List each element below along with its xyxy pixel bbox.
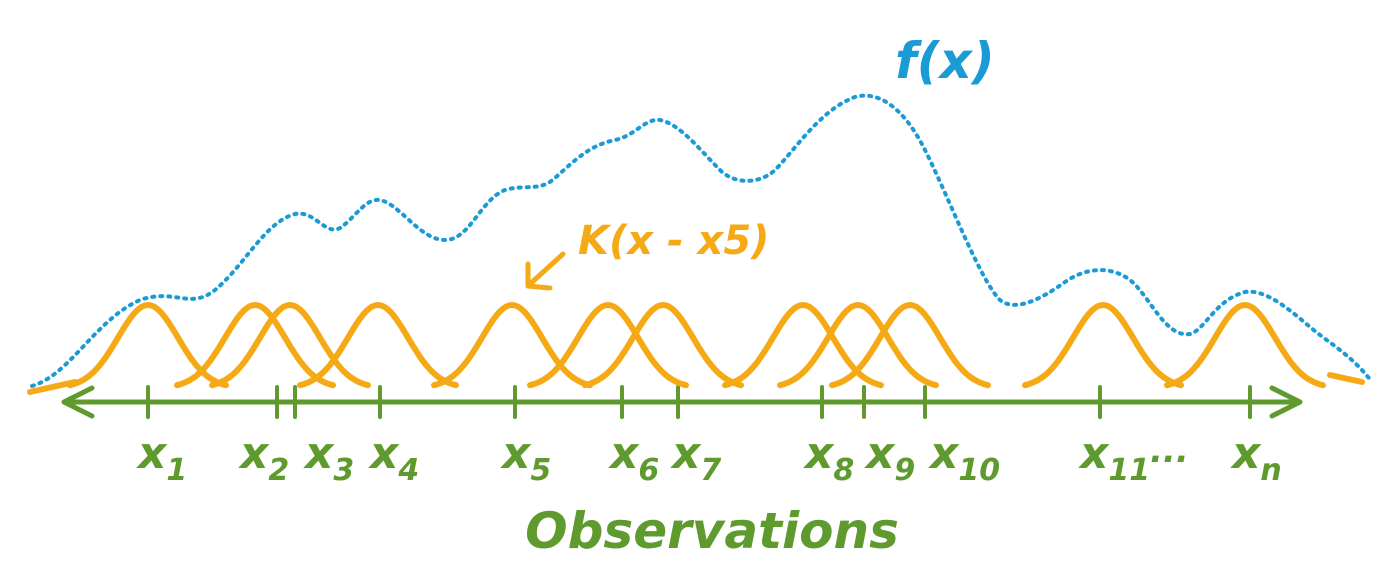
observation-base: x <box>500 428 532 479</box>
observation-subscript: 9 <box>894 453 915 488</box>
observation-label-12: xn <box>1230 428 1282 488</box>
observation-subscript: 4 <box>397 453 419 488</box>
kernel-curves <box>27 301 1365 395</box>
observation-label-3: x3 <box>303 428 354 488</box>
observation-subscript: 1 <box>166 453 187 488</box>
observation-base: x <box>1230 428 1262 479</box>
observation-subscript: 3 <box>333 453 354 488</box>
observation-axis <box>61 385 1303 419</box>
observation-label-5: x5 <box>500 428 551 488</box>
axis-arrow-right <box>1269 385 1303 419</box>
observation-label-4: x4 <box>368 428 419 488</box>
kernel-curve-10 <box>829 301 991 389</box>
observation-subscript: 2 <box>268 453 289 488</box>
axis-label: Observations <box>525 502 899 560</box>
kernel-curve-6 <box>527 301 689 389</box>
observation-ticks <box>146 385 1252 419</box>
kernel-tail-1 <box>27 379 78 395</box>
observation-base: x <box>670 428 702 479</box>
observation-label-7: x7 <box>670 428 721 488</box>
observation-labels: x1 x2 x3 x4 x5 x6 x7 x8 x9 x10 x11 xn <box>136 428 1282 488</box>
observation-subscript: 7 <box>700 453 721 488</box>
observation-subscript: 8 <box>833 453 854 488</box>
observation-base: x <box>238 428 270 479</box>
kernel-curve-9 <box>777 301 939 389</box>
observation-subscript: 11 <box>1108 453 1150 488</box>
observation-label-2: x2 <box>238 428 289 488</box>
observation-label-6: x6 <box>608 428 659 488</box>
observation-base: x <box>864 428 896 479</box>
observation-subscript: 10 <box>958 453 1000 488</box>
observation-base: x <box>928 428 960 479</box>
kernel-arrow <box>525 251 566 291</box>
ellipsis: ... <box>1150 431 1189 471</box>
observation-subscript: 6 <box>638 453 659 488</box>
observation-base: x <box>368 428 400 479</box>
density-label: f(x) <box>895 32 995 90</box>
kernel-tail-2 <box>1327 372 1365 385</box>
kernel-curve-11 <box>1022 301 1184 389</box>
kernel-curve-4 <box>297 301 459 389</box>
observation-base: x <box>136 428 168 479</box>
kernel-curve-5 <box>431 301 593 389</box>
observation-subscript: n <box>1260 453 1281 488</box>
observation-label-10: x10 <box>928 428 1000 488</box>
kernel-curve-12 <box>1164 301 1326 389</box>
observation-label-11: x11 <box>1078 428 1150 488</box>
observation-label-1: x1 <box>136 428 187 488</box>
axis-arrow-left <box>61 385 95 419</box>
observation-base: x <box>608 428 640 479</box>
observation-label-8: x8 <box>803 428 854 488</box>
observation-base: x <box>303 428 335 479</box>
observation-subscript: 5 <box>530 453 551 488</box>
density-curve <box>30 93 1374 388</box>
observation-base: x <box>1078 428 1110 479</box>
observation-label-9: x9 <box>864 428 915 488</box>
observation-base: x <box>803 428 835 479</box>
kernel-curve-7 <box>582 301 744 389</box>
kernel-curve-2 <box>174 301 336 389</box>
kernel-label: K(x - x5) <box>578 218 769 264</box>
kernel-curve-3 <box>209 301 371 389</box>
